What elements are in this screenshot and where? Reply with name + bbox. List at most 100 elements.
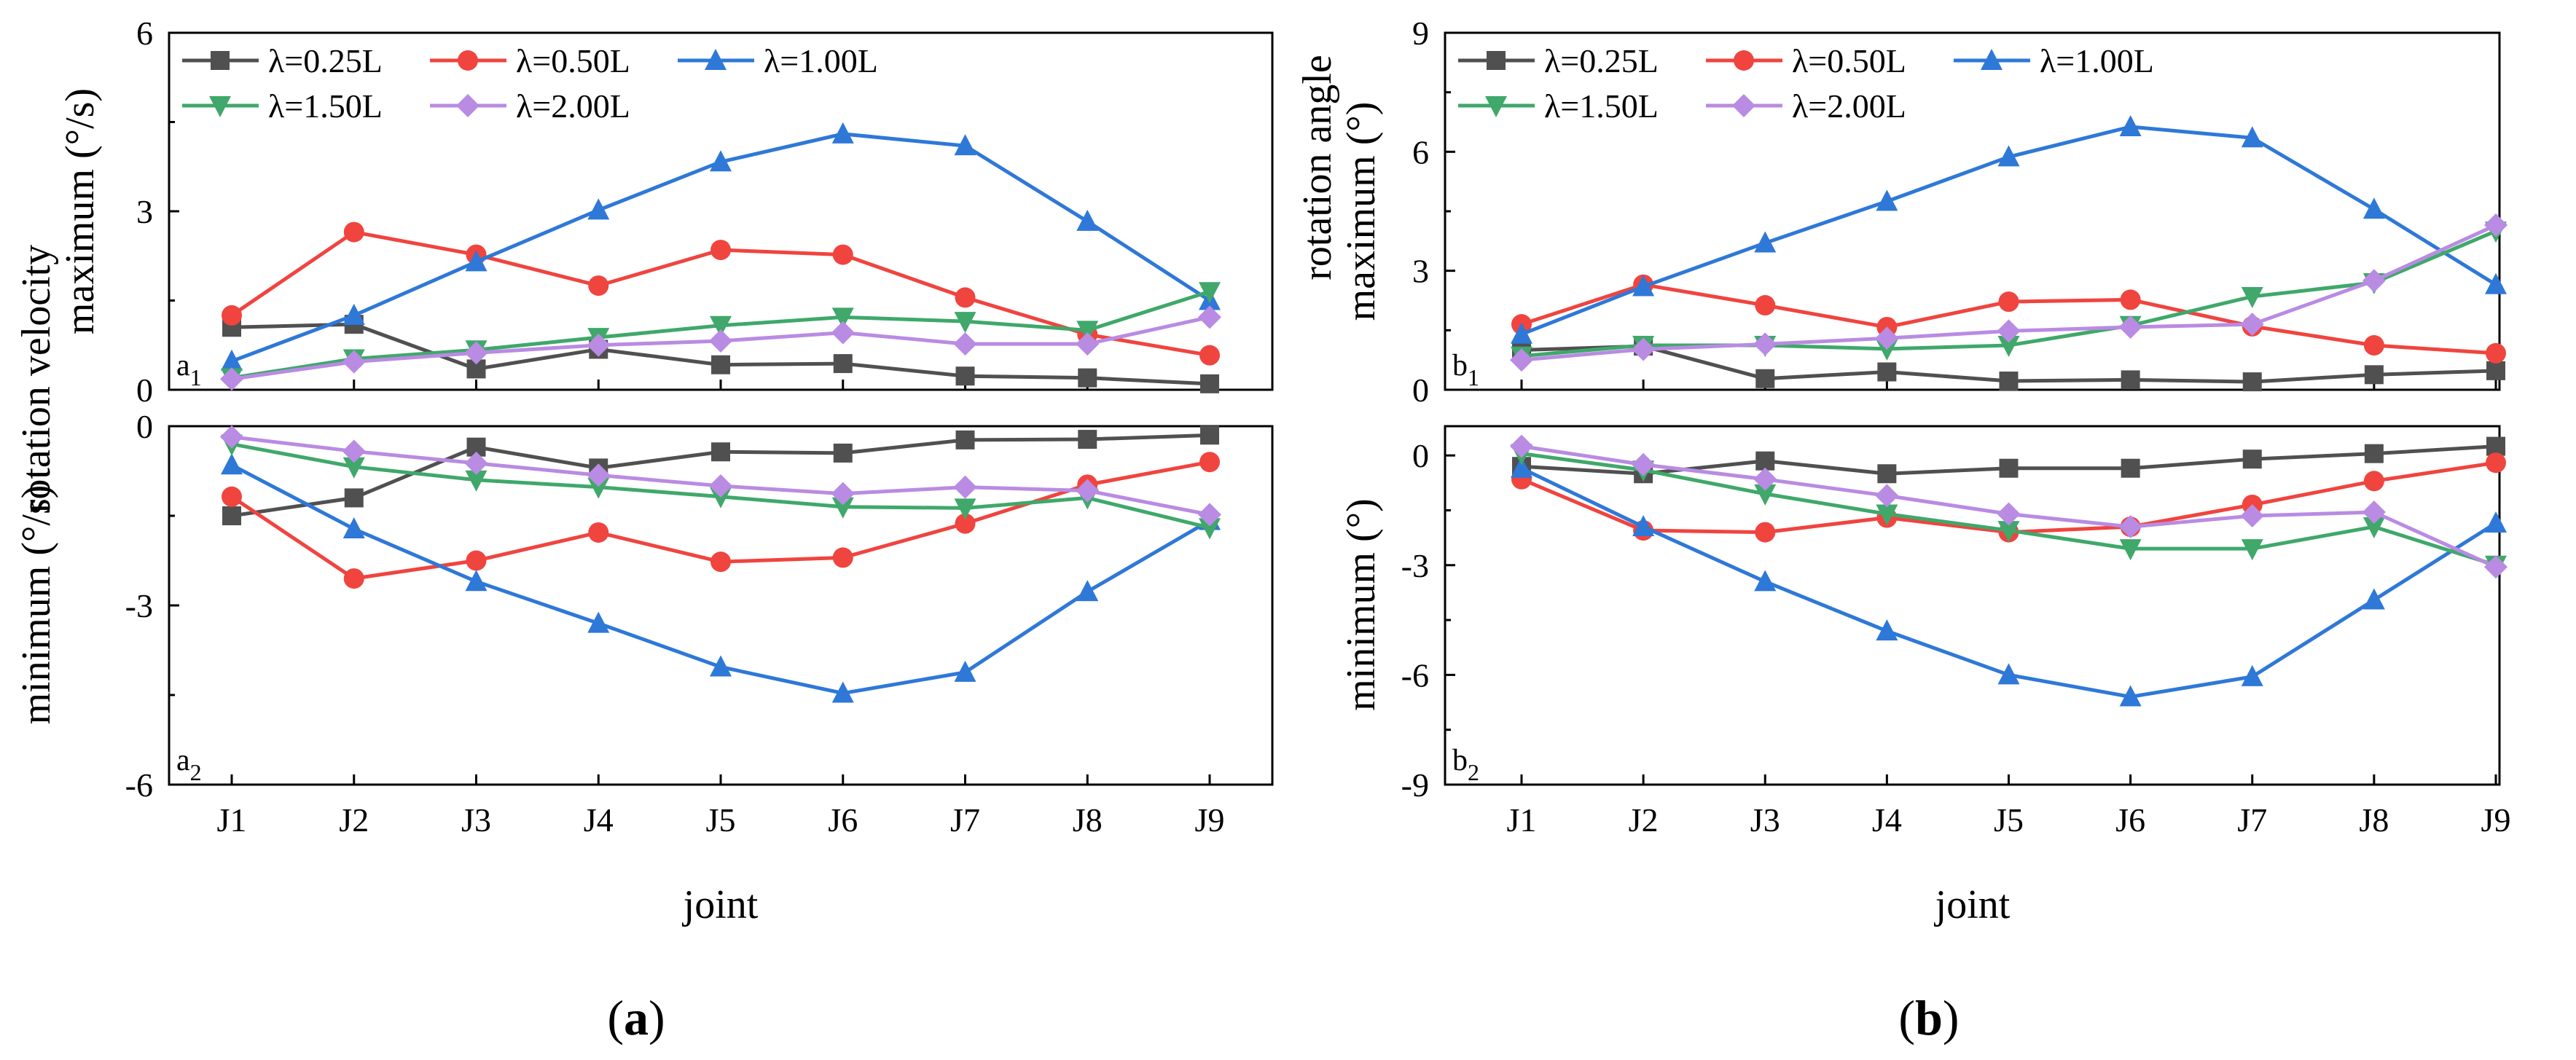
data-point-b1-0-8 [2486, 361, 2505, 380]
data-point-b2-2-1 [1632, 515, 1655, 537]
data-point-a2-1-0 [222, 486, 242, 507]
data-point-b1-3-3 [1876, 339, 1898, 361]
panel-caption-a: (a) [607, 990, 665, 1045]
corner-label-a1: a1 [176, 349, 202, 390]
x-tick-label-b2: J8 [2359, 801, 2389, 839]
data-point-b2-0-2 [1755, 451, 1775, 471]
data-point-a1-0-6 [955, 366, 975, 386]
data-point-b2-1-2 [1755, 522, 1776, 543]
data-point-a2-3-8 [1199, 518, 1221, 540]
data-point-a2-4-3 [587, 463, 611, 487]
data-point-a1-0-4 [711, 355, 730, 374]
data-point-b2-4-6 [2240, 504, 2264, 527]
data-point-b1-4-6 [2240, 313, 2264, 337]
data-point-b2-0-6 [2242, 449, 2262, 469]
data-point-a2-3-6 [954, 498, 976, 520]
legend-label-b1-4: λ=2.00L [1792, 87, 1906, 125]
data-point-a1-0-7 [1078, 368, 1097, 388]
x-tick-label-b2: J1 [1507, 801, 1537, 839]
legend-marker-a1-0 [211, 51, 230, 70]
data-point-a2-1-4 [710, 551, 731, 573]
data-point-b2-2-4 [1997, 663, 2020, 685]
data-point-a1-0-5 [833, 354, 853, 374]
y-tick-label-a1: 6 [136, 15, 153, 52]
x-tick-label-a2: J4 [584, 801, 614, 839]
data-point-b1-4-8 [2484, 213, 2508, 237]
data-point-b1-0-6 [2242, 372, 2262, 392]
data-point-b2-2-8 [2485, 511, 2507, 533]
data-point-a1-4-2 [464, 341, 488, 365]
data-point-b1-2-2 [1754, 231, 1777, 253]
data-point-a2-0-7 [1078, 430, 1097, 449]
legend-label-a1-4: λ=2.00L [516, 87, 630, 125]
data-point-a1-3-8 [1199, 282, 1221, 304]
data-point-a2-2-1 [342, 517, 365, 539]
y-axis-label-mid-b: rotation angle [1295, 55, 1340, 280]
data-point-b2-2-2 [1754, 570, 1777, 592]
data-point-a2-4-7 [1076, 479, 1100, 503]
data-point-a2-0-4 [711, 442, 730, 462]
x-tick-label-b2: J4 [1872, 801, 1902, 839]
data-point-a2-0-5 [833, 443, 853, 463]
data-point-a1-4-0 [220, 367, 243, 391]
data-point-a1-2-7 [1076, 209, 1099, 231]
legend-marker-a1-1 [458, 50, 478, 71]
data-point-b2-3-5 [2119, 539, 2142, 561]
data-point-a2-2-7 [1076, 580, 1099, 602]
data-point-b1-1-5 [2120, 289, 2141, 310]
y-tick-label-b1: 6 [1412, 133, 1429, 170]
data-point-b2-3-2 [1754, 484, 1777, 506]
y-tick-label-b2: 0 [1412, 437, 1429, 474]
data-point-b1-4-3 [1875, 326, 1899, 350]
data-point-a2-1-3 [588, 522, 609, 543]
legend-marker-b1-2 [1981, 49, 2003, 70]
data-point-a2-3-1 [342, 457, 365, 479]
y-tick-label-a1: 3 [136, 193, 153, 230]
data-point-a2-4-2 [464, 451, 488, 475]
data-point-a2-1-2 [466, 550, 487, 571]
data-point-a1-3-7 [1076, 321, 1099, 342]
legend-label-a1-3: λ=1.50L [268, 87, 383, 125]
data-point-a2-3-3 [587, 477, 610, 499]
data-point-a2-0-1 [344, 488, 364, 508]
legend-marker-b1-3 [1485, 96, 1507, 117]
y-tick-label-b1: 0 [1412, 372, 1429, 409]
data-point-b2-4-7 [2362, 500, 2386, 524]
data-point-a2-2-4 [710, 655, 732, 677]
legend-label-b1-1: λ=0.50L [1792, 42, 1906, 79]
data-point-b1-2-6 [2241, 126, 2263, 148]
y-axis-label-bottom-a: minimum (°/s) [14, 485, 59, 725]
data-point-b2-2-3 [1876, 619, 1898, 641]
data-point-a1-4-7 [1076, 332, 1100, 356]
legend-marker-a1-2 [705, 49, 727, 70]
data-point-b2-3-3 [1876, 504, 1898, 526]
data-point-b1-2-0 [1511, 322, 1532, 344]
data-point-a2-2-3 [587, 611, 610, 633]
data-point-a2-0-0 [222, 506, 241, 525]
plot-a1: 0 3 6 a1 λ=0.25L λ=0.50L λ=1.00L λ=1.50L λ=2.00L [136, 15, 1221, 409]
data-point-b2-3-4 [1997, 521, 2020, 543]
legend-label-b1-0: λ=0.25L [1544, 42, 1659, 79]
data-point-a1-3-6 [954, 312, 976, 334]
legend-label-a1-1: λ=0.50L [516, 42, 630, 79]
panel-caption-a-letter: a [624, 990, 649, 1045]
x-tick-label-a2: J1 [217, 801, 247, 839]
data-point-b2-2-0 [1511, 456, 1532, 478]
data-point-b2-4-2 [1753, 467, 1777, 491]
plot-frame-b1 [1444, 31, 2501, 391]
legend-marker-b1-4 [1732, 94, 1755, 117]
x-axis-label-a: joint [682, 882, 759, 927]
x-tick-label-b2: J9 [2481, 801, 2511, 839]
data-point-b1-2-3 [1876, 189, 1898, 211]
panel-caption-b-letter: b [1915, 990, 1943, 1045]
x-tick-label-b2: J6 [2115, 801, 2145, 839]
data-point-b2-2-6 [2241, 664, 2263, 686]
data-point-a2-4-5 [831, 482, 855, 506]
data-point-a1-2-3 [587, 198, 610, 220]
legend-b1: λ=0.25L λ=0.50L λ=1.00L λ=1.50L λ=2.00L [1458, 42, 2154, 125]
x-tick-label-a2: J6 [828, 801, 858, 839]
data-point-b1-4-1 [1632, 337, 1656, 361]
data-point-a2-4-4 [709, 474, 732, 498]
data-point-a1-1-8 [1199, 345, 1220, 366]
